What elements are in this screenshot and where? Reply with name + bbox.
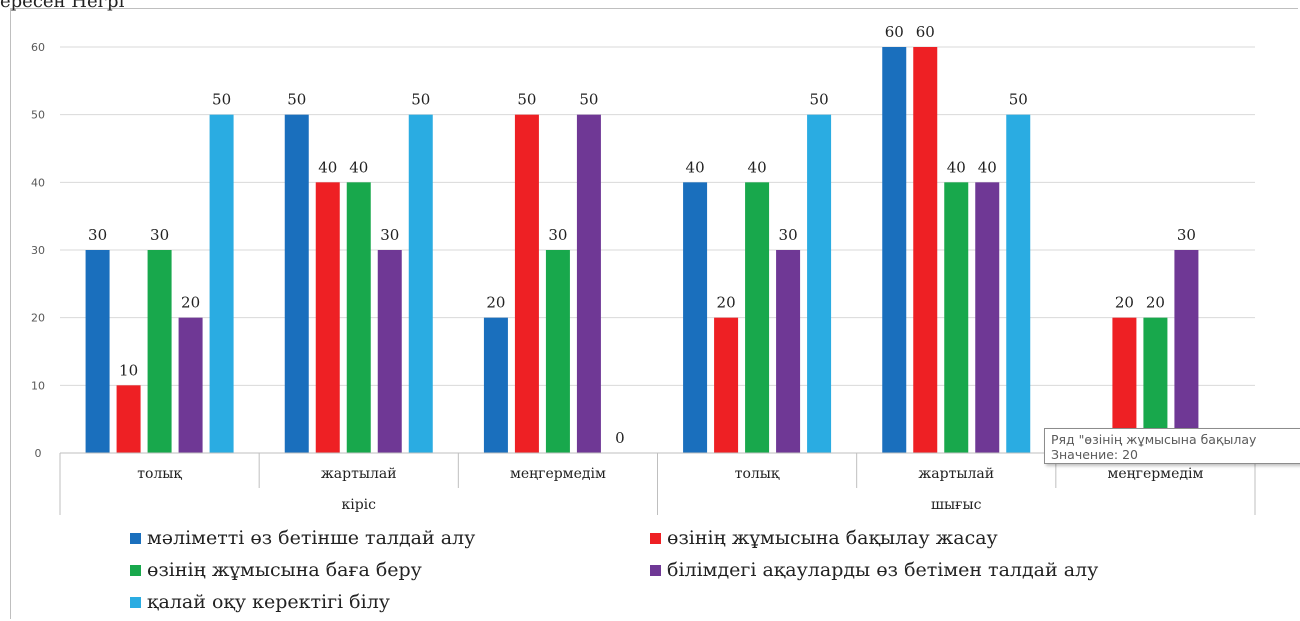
data-label: 30 — [1177, 226, 1196, 244]
chart-frame — [10, 8, 1298, 619]
bar[interactable] — [209, 114, 234, 454]
data-label: 40 — [947, 158, 966, 176]
legend-swatch — [130, 564, 141, 576]
series-tooltip: Ряд "өзінің жұмысына бақылау Значение: 2… — [1044, 428, 1300, 464]
bar[interactable] — [975, 182, 1000, 454]
x-category-label: толық — [137, 466, 182, 482]
legend-label: мәліметті өз бетінше талдай алу — [147, 527, 476, 549]
data-label: 30 — [779, 226, 798, 244]
bar[interactable] — [483, 317, 508, 453]
data-label: 30 — [380, 226, 399, 244]
bar[interactable] — [807, 114, 832, 454]
data-label: 40 — [686, 158, 705, 176]
bar[interactable] — [944, 182, 969, 454]
bars — [85, 47, 1199, 454]
bar[interactable] — [147, 250, 172, 453]
bar[interactable] — [85, 250, 110, 453]
data-label: 50 — [287, 91, 306, 109]
legend-swatch — [650, 564, 661, 576]
bar[interactable] — [776, 250, 801, 453]
data-label: 30 — [150, 226, 169, 244]
bar[interactable] — [315, 182, 340, 454]
data-label: 10 — [119, 361, 138, 379]
legend-item[interactable]: өзінің жұмысына бақылау жасау — [650, 527, 998, 549]
bar[interactable] — [514, 114, 539, 454]
data-label: 20 — [1146, 294, 1165, 312]
data-label: 20 — [486, 294, 505, 312]
data-label: 0 — [615, 429, 625, 447]
y-tick-label: 0 — [35, 447, 42, 460]
data-label: 50 — [1009, 91, 1028, 109]
y-tick-label: 30 — [31, 244, 45, 257]
bar[interactable] — [1174, 250, 1199, 453]
data-label: 40 — [748, 158, 767, 176]
gridlines — [60, 46, 1255, 454]
bar[interactable] — [377, 250, 402, 453]
data-label: 60 — [916, 23, 935, 41]
y-tick-label: 20 — [31, 312, 45, 325]
y-tick-label: 60 — [31, 41, 45, 54]
data-label: 40 — [978, 158, 997, 176]
bar[interactable] — [545, 250, 570, 453]
data-label: 30 — [548, 226, 567, 244]
bar[interactable] — [576, 114, 601, 454]
data-label: 30 — [88, 226, 107, 244]
x-group-label: шығыс — [931, 497, 982, 513]
x-category-label: меңгермедім — [1107, 466, 1203, 482]
y-tick-label: 10 — [31, 379, 45, 392]
legend-item[interactable]: білімдегі ақауларды өз бетімен талдай ал… — [650, 559, 1098, 581]
bar[interactable] — [882, 47, 907, 453]
legend-swatch — [130, 596, 141, 608]
page-top-text: ересен Негрі — [0, 0, 125, 12]
x-category-label: жартылай — [321, 466, 397, 482]
x-axis: толық жартылай меңгермедім толық жартылай мең… — [59, 452, 1256, 515]
legend-item[interactable]: қалай оқу керектігі білу — [130, 591, 390, 613]
legend-swatch — [130, 532, 141, 544]
tooltip-value-line: Значение: 20 — [1051, 447, 1138, 462]
legend-label: өзінің жұмысына бақылау жасау — [667, 527, 998, 549]
y-tick-label: 50 — [31, 109, 45, 122]
bar[interactable] — [714, 317, 739, 453]
data-label: 40 — [349, 158, 368, 176]
bar[interactable] — [346, 182, 371, 454]
data-label: 20 — [181, 294, 200, 312]
data-label: 50 — [411, 91, 430, 109]
data-label: 50 — [517, 91, 536, 109]
legend-item[interactable]: мәліметті өз бетінше талдай алу — [130, 527, 475, 549]
x-group-label: кіріс — [341, 497, 376, 513]
data-label: 40 — [318, 158, 337, 176]
legend-label: білімдегі ақауларды өз бетімен талдай ал… — [667, 559, 1099, 581]
bar[interactable] — [1006, 114, 1031, 454]
data-labels: 30 10 30 20 50 50 40 40 30 50 20 50 30 50 0 40 20 40 30 50 6… — [88, 23, 1196, 447]
legend-label: қалай оқу керектігі білу — [147, 591, 390, 613]
legend-item[interactable]: өзінің жұмысына баға беру — [130, 559, 422, 581]
data-label: 60 — [885, 23, 904, 41]
legend-swatch — [650, 532, 661, 544]
bar[interactable] — [408, 114, 433, 454]
bar[interactable] — [178, 317, 203, 453]
data-label: 50 — [212, 91, 231, 109]
bar[interactable] — [284, 114, 309, 454]
data-label: 50 — [810, 91, 829, 109]
y-tick-label: 40 — [31, 176, 45, 189]
bar[interactable] — [913, 47, 938, 453]
tooltip-series-line: Ряд "өзінің жұмысына бақылау — [1051, 432, 1257, 447]
bar[interactable] — [745, 182, 770, 454]
x-category-label: меңгермедім — [510, 466, 606, 482]
y-axis-ticks: 0 10 20 30 40 50 60 — [31, 41, 45, 460]
x-category-label: толық — [735, 466, 780, 482]
x-category-label: жартылай — [918, 466, 994, 482]
bar[interactable] — [683, 182, 708, 454]
data-label: 20 — [1115, 294, 1134, 312]
legend-label: өзінің жұмысына баға беру — [147, 559, 422, 581]
data-label: 20 — [717, 294, 736, 312]
data-label: 50 — [579, 91, 598, 109]
bar[interactable] — [116, 385, 141, 453]
